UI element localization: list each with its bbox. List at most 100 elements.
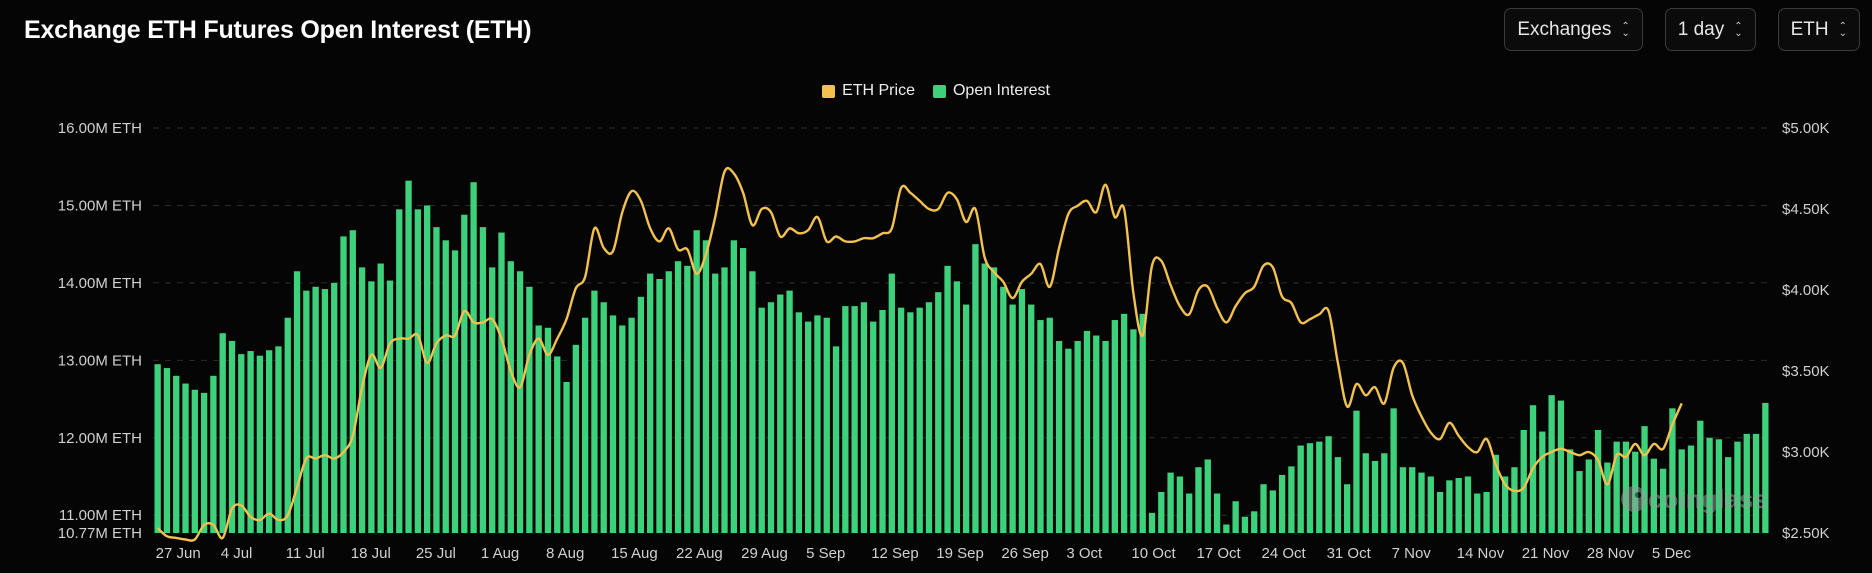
open-interest-bar [925, 302, 933, 533]
open-interest-bar [1241, 516, 1249, 533]
open-interest-bar [758, 307, 765, 533]
open-interest-bar [405, 180, 412, 533]
watermark: coinglass [1648, 484, 1768, 514]
x-tick-label: 24 Oct [1262, 545, 1307, 562]
legend-item-open-interest[interactable]: Open Interest [932, 82, 1050, 100]
open-interest-bar [191, 389, 198, 533]
open-interest-bar [935, 292, 942, 533]
open-interest-bar [749, 271, 756, 533]
open-interest-bar [219, 333, 226, 533]
open-interest-bar [712, 273, 719, 533]
open-interest-bar [1520, 430, 1527, 533]
y-right-tick-label: $3.00K [1782, 444, 1830, 461]
exchange-select[interactable]: Exchanges ⌃ ⌄ [1504, 8, 1643, 51]
open-interest-bar [1213, 493, 1221, 533]
chevron-updown-icon: ⌃ ⌄ [1621, 20, 1630, 39]
open-interest-bar [1557, 400, 1565, 533]
open-interest-bar [377, 263, 384, 533]
legend-item-price[interactable]: ETH Price [822, 82, 915, 100]
open-interest-bar [1260, 484, 1267, 533]
open-interest-bar [1399, 467, 1407, 533]
x-tick-label: 22 Aug [676, 545, 723, 562]
open-interest-bar [870, 321, 877, 533]
open-interest-bar [702, 240, 710, 533]
open-interest-bar [851, 306, 858, 533]
open-interest-bar [1381, 453, 1388, 533]
open-interest-bar [358, 267, 366, 533]
open-interest-bar [591, 290, 598, 533]
open-interest-bar [1576, 471, 1583, 533]
open-interest-bar [1548, 395, 1555, 533]
open-interest-bar [489, 267, 496, 533]
open-interest-bar [1018, 289, 1026, 533]
x-tick-label: 7 Nov [1392, 545, 1432, 562]
open-interest-bar [1697, 420, 1704, 533]
open-interest-bars [154, 180, 1769, 534]
open-interest-bar [173, 375, 180, 533]
open-interest-bar [1446, 480, 1453, 533]
x-tick-label: 11 Jul [286, 545, 325, 562]
open-interest-bar [1409, 467, 1416, 533]
open-interest-bar [665, 271, 672, 533]
open-interest-bar [767, 302, 775, 533]
open-interest-bar [981, 263, 988, 533]
open-interest-bar [581, 317, 589, 533]
open-interest-bar [572, 344, 579, 533]
open-interest-bar [293, 271, 301, 533]
open-interest-bar [786, 290, 793, 533]
y-left-tick-label: 16.00M ETH [58, 120, 142, 137]
open-interest-bar [1130, 329, 1137, 533]
chart-controls: Exchanges ⌃ ⌄ 1 day ⌃ ⌄ ETH ⌃ ⌄ [1504, 8, 1860, 51]
open-interest-bar [238, 354, 245, 533]
open-interest-bar [1158, 491, 1165, 533]
open-interest-bar [739, 248, 747, 533]
open-interest-bar [953, 281, 961, 533]
open-interest-bar [526, 286, 533, 533]
open-interest-bar [321, 289, 329, 533]
open-interest-bar [805, 321, 812, 533]
price-series-line [156, 166, 1683, 542]
open-interest-bar [563, 381, 570, 533]
legend-label-open-interest: Open Interest [952, 82, 1050, 99]
open-interest-bar [1594, 430, 1602, 533]
open-interest-bar [647, 273, 654, 533]
open-interest-bar [154, 364, 161, 533]
open-interest-bar [1734, 441, 1741, 533]
open-interest-bar [814, 315, 821, 533]
open-interest-bar [600, 302, 607, 533]
open-interest-bar [1046, 317, 1053, 533]
open-interest-bar [916, 307, 923, 533]
open-interest-bar [228, 340, 236, 533]
open-interest-bar [1083, 330, 1091, 533]
unit-select[interactable]: ETH ⌃ ⌄ [1777, 8, 1860, 51]
open-interest-bar [1028, 304, 1035, 533]
interval-select[interactable]: 1 day ⌃ ⌄ [1664, 8, 1756, 51]
x-tick-label: 3 Oct [1066, 545, 1103, 562]
y-axis-right: $5.00K $4.50K $4.00K $3.50K $3.00K $2.50K [1782, 120, 1830, 542]
open-interest-bar [479, 227, 487, 533]
x-tick-label: 17 Oct [1196, 545, 1241, 562]
open-interest-bar [210, 375, 217, 533]
x-tick-label: 28 Nov [1587, 545, 1635, 562]
open-interest-bar [1120, 313, 1128, 533]
open-interest-bar [897, 307, 905, 533]
open-interest-bar [1604, 462, 1611, 533]
open-interest-bar [609, 315, 617, 533]
open-interest-bar [1585, 459, 1592, 533]
open-interest-bar [1148, 512, 1156, 533]
y-right-tick-label: $5.00K [1782, 120, 1830, 137]
y-left-tick-label: 15.00M ETH [58, 197, 142, 214]
x-tick-label: 21 Nov [1522, 545, 1570, 562]
y-right-tick-label: $4.50K [1782, 201, 1830, 218]
open-interest-bar [275, 346, 282, 533]
open-interest-bar [423, 205, 431, 533]
x-tick-label: 1 Aug [481, 545, 519, 562]
open-interest-bar [1752, 433, 1760, 533]
open-interest-bar [544, 327, 552, 533]
open-interest-bar [1715, 439, 1723, 533]
open-interest-bar [1353, 410, 1360, 533]
open-interest-bar [1511, 467, 1518, 533]
x-tick-label: 4 Jul [221, 545, 253, 562]
open-interest-bar [182, 383, 189, 533]
